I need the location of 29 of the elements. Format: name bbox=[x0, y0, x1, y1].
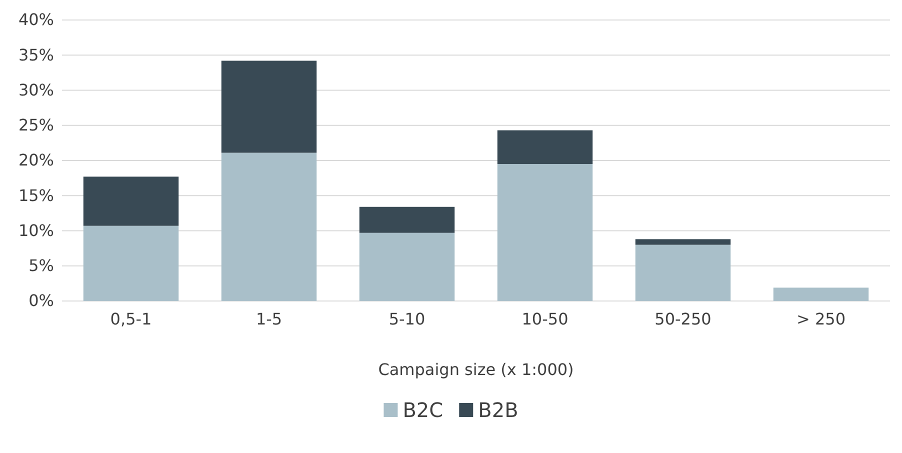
bar bbox=[773, 288, 869, 301]
bar bbox=[83, 226, 179, 301]
bar bbox=[221, 60, 317, 153]
x-tick-label: 50-250 bbox=[654, 309, 712, 328]
y-tick-label: 0% bbox=[28, 291, 54, 310]
legend-label: B2C bbox=[402, 398, 444, 422]
y-tick-label: 40% bbox=[18, 10, 54, 30]
y-tick-label: 30% bbox=[18, 80, 54, 100]
y-tick-label: 5% bbox=[28, 256, 54, 275]
y-tick-label: 35% bbox=[18, 45, 54, 64]
bar bbox=[635, 239, 731, 245]
bar bbox=[221, 152, 317, 301]
y-tick-label: 10% bbox=[18, 220, 54, 240]
bar bbox=[497, 130, 593, 164]
legend-label: B2B bbox=[478, 398, 518, 422]
y-tick-label: 20% bbox=[18, 150, 54, 170]
y-tick-label: 25% bbox=[18, 115, 54, 134]
x-tick-label: 1-5 bbox=[256, 309, 282, 328]
bar bbox=[359, 232, 455, 301]
bar bbox=[359, 206, 455, 233]
x-tick-label: > 250 bbox=[796, 309, 846, 328]
y-tick-label: 15% bbox=[18, 186, 54, 205]
x-tick-label: 10-50 bbox=[522, 309, 568, 328]
bar bbox=[497, 164, 593, 301]
x-tick-label: 0,5-1 bbox=[110, 309, 152, 328]
bar bbox=[635, 244, 731, 301]
bar bbox=[83, 176, 179, 226]
x-tick-label: 5-10 bbox=[388, 309, 426, 328]
x-axis-title: Campaign size (x 1:000) bbox=[378, 360, 574, 379]
